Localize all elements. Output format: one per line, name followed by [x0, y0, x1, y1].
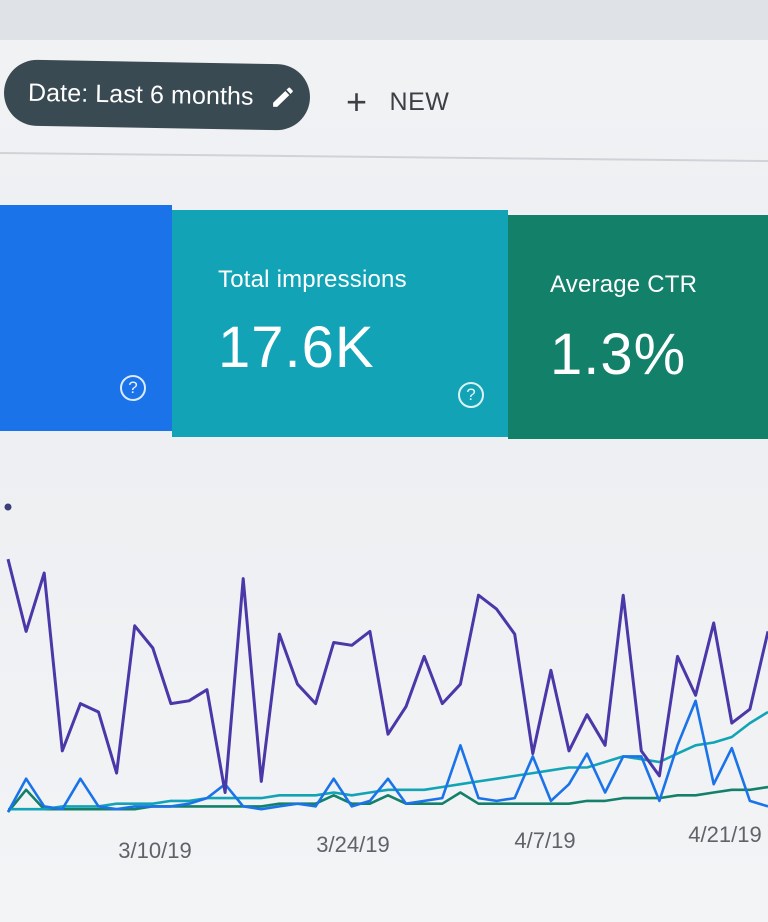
- new-filter-button[interactable]: + NEW: [346, 82, 449, 122]
- performance-chart: 3/10/19 3/24/19 4/7/19 4/21/19: [0, 440, 768, 922]
- series-line-0: [6, 558, 768, 794]
- metric-label: Average CTR: [550, 271, 698, 298]
- date-filter-chip[interactable]: Date: Last 6 months: [3, 59, 311, 131]
- x-tick-label: 3/24/19: [316, 832, 389, 857]
- new-filter-label: NEW: [389, 87, 450, 116]
- pencil-icon[interactable]: [269, 84, 295, 110]
- metric-value: 1.3%: [550, 322, 687, 387]
- series-line-3: [6, 785, 768, 813]
- metric-label: Total impressions: [218, 266, 407, 293]
- chart-marker-dot: [4, 503, 12, 511]
- metric-value: 17.6K: [218, 315, 375, 380]
- metric-cards: ? Total impressions 17.6K ? Average CTR …: [0, 205, 768, 439]
- plus-icon: +: [346, 81, 368, 122]
- metric-card-clicks[interactable]: ?: [0, 205, 172, 431]
- top-bar: [0, 0, 768, 40]
- metric-card-ctr[interactable]: Average CTR 1.3%: [508, 215, 768, 439]
- x-tick-label: 3/10/19: [118, 838, 191, 863]
- metric-card-impressions[interactable]: Total impressions 17.6K ?: [172, 210, 508, 437]
- help-icon[interactable]: ?: [458, 382, 484, 408]
- series-line-1: [6, 699, 768, 813]
- date-filter-label: Date: Last 6 months: [27, 78, 254, 111]
- filter-toolbar: Date: Last 6 months + NEW: [0, 40, 768, 158]
- help-icon[interactable]: ?: [120, 375, 146, 401]
- performance-chart-svg: 3/10/19 3/24/19 4/7/19 4/21/19: [4, 503, 768, 863]
- x-tick-label: 4/21/19: [688, 822, 761, 847]
- x-tick-label: 4/7/19: [514, 828, 575, 853]
